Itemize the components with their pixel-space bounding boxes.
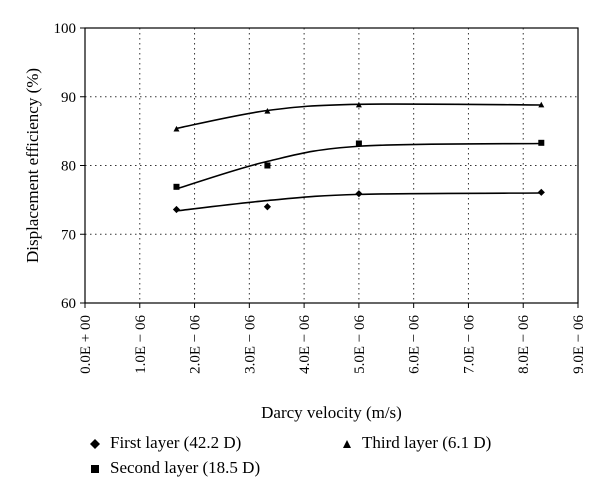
y-tick-label: 90 <box>61 90 76 106</box>
x-tick-label: 2.0E − 06 <box>188 315 204 374</box>
y-tick-label: 100 <box>54 21 77 37</box>
legend-item-third-layer: Third layer (6.1 D) <box>342 433 491 454</box>
data-point-series-2 <box>173 183 180 190</box>
x-tick-label: 5.0E − 06 <box>352 315 368 374</box>
triangle-marker-icon <box>342 434 352 454</box>
x-axis-label: Darcy velocity (m/s) <box>261 403 402 422</box>
x-tick-label: 9.0E − 06 <box>571 315 587 374</box>
data-point-series-2 <box>538 139 545 146</box>
data-point-series-1 <box>537 188 545 196</box>
data-points <box>172 101 545 214</box>
legend-item-second-layer: Second layer (18.5 D) <box>90 458 260 479</box>
legend-label-second-layer: Second layer (18.5 D) <box>110 458 261 477</box>
x-tick-label: 8.0E − 06 <box>516 315 532 374</box>
data-point-series-1 <box>355 190 363 198</box>
x-tick-label: 4.0E − 06 <box>297 315 313 374</box>
square-marker-icon <box>90 459 100 479</box>
axis-ticks: 0.0E + 00 1.0E − 06 2.0E − 06 3.0E − 06 4.0E… <box>54 21 588 374</box>
trend-line-series-1 <box>176 192 542 212</box>
trend-lines <box>176 103 542 212</box>
x-tick-label: 3.0E − 06 <box>242 315 258 374</box>
x-tick-label: 6.0E − 06 <box>407 315 423 374</box>
data-point-series-3 <box>173 125 180 132</box>
data-point-series-3 <box>264 107 271 114</box>
y-tick-label: 60 <box>61 296 76 312</box>
trend-line-series-2 <box>176 142 542 190</box>
y-tick-label: 80 <box>61 159 76 175</box>
legend-label-third-layer: Third layer (6.1 D) <box>362 433 492 452</box>
grid <box>85 28 578 303</box>
data-point-series-3 <box>538 101 545 108</box>
legend-label-first-layer: First layer (42.2 D) <box>110 433 242 452</box>
y-tick-label: 70 <box>61 227 76 243</box>
x-tick-label: 7.0E − 06 <box>461 315 477 374</box>
y-axis-label: Displacement efficiency (%) <box>23 68 42 263</box>
data-point-series-1 <box>263 203 272 211</box>
legend-item-first-layer: First layer (42.2 D) <box>90 433 241 454</box>
x-tick-label: 1.0E − 06 <box>133 315 149 374</box>
data-point-series-2 <box>264 162 271 169</box>
trend-line-series-3 <box>176 103 542 130</box>
data-point-series-1 <box>172 205 181 214</box>
data-point-series-3 <box>355 101 362 108</box>
x-tick-label: 0.0E + 00 <box>78 315 94 374</box>
diamond-marker-icon <box>90 434 100 454</box>
data-point-series-2 <box>355 140 362 147</box>
